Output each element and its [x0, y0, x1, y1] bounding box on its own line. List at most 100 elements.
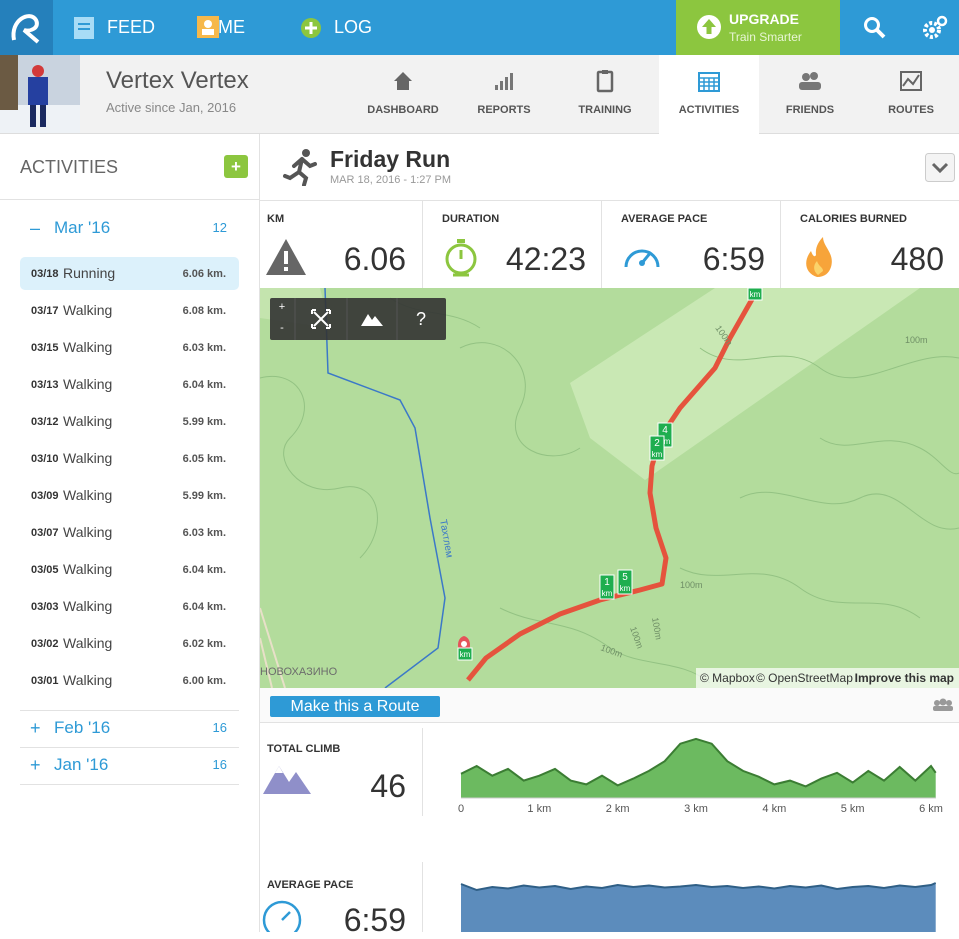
climb-label: TOTAL CLIMB — [267, 739, 340, 757]
contour-label: 100m — [650, 617, 664, 641]
activity-row[interactable]: 03/02 Walking 6.02 km. — [20, 627, 239, 660]
logo[interactable] — [0, 0, 53, 55]
improve-map-link[interactable]: Improve this map — [855, 671, 954, 685]
activity-row[interactable]: 03/17 Walking 6.08 km. — [20, 294, 239, 327]
month-label[interactable]: Mar '16 — [54, 218, 111, 237]
tab-icon — [799, 72, 821, 90]
help-button[interactable]: ? — [416, 309, 426, 329]
km-marker-unit: km — [460, 650, 471, 659]
activity-row[interactable]: 03/01 Walking 6.00 km. — [20, 664, 239, 697]
month-toggle[interactable]: + — [30, 755, 41, 775]
zoom-out[interactable]: - — [280, 322, 284, 334]
tab-label: REPORTS — [477, 104, 531, 116]
logo-icon — [11, 14, 40, 44]
activity-date: 03/03 — [31, 601, 59, 613]
km-marker-unit: km — [602, 589, 613, 598]
km-marker-unit: km — [750, 290, 761, 299]
line — [460, 882, 937, 892]
tab-label: TRAINING — [578, 104, 632, 116]
attribution[interactable]: © Mapbox — [700, 671, 755, 685]
avatar[interactable] — [0, 55, 80, 133]
activity-row[interactable]: 03/09 Walking 5.99 km. — [20, 479, 239, 512]
activity-row[interactable]: 03/07 Walking 6.03 km. — [20, 516, 239, 549]
activity-date: 03/07 — [31, 527, 59, 539]
climb-icon — [263, 766, 311, 794]
make-route-button[interactable]: Make this a Route — [270, 696, 440, 717]
activity-row[interactable]: 03/12 Walking 5.99 km. — [20, 405, 239, 438]
stat-value: 6:59 — [702, 241, 765, 277]
sidebar: ACTIVITIES + – Mar '16 12 03/18 Running 6.06 … — [0, 134, 260, 932]
settings-icon[interactable] — [920, 14, 950, 42]
activity-row[interactable]: 03/05 Walking 6.04 km. — [20, 553, 239, 586]
nav-item[interactable]: LOG — [334, 17, 373, 37]
profile-bar: Vertex Vertex Active since Jan, 2016 — [0, 55, 959, 134]
x-tick-label: 4 km — [762, 803, 786, 815]
nav-item[interactable]: FEED — [107, 17, 156, 37]
fullscreen-button[interactable] — [311, 309, 331, 329]
activity-row[interactable]: 03/10 Walking 6.05 km. — [20, 442, 239, 475]
upgrade-button[interactable]: UPGRADE Train Smarter — [676, 0, 840, 55]
profile-since: Active since Jan, 2016 — [106, 100, 237, 115]
km-marker-number: 2 — [654, 438, 660, 449]
tab[interactable]: ROUTES — [861, 55, 959, 134]
month-count: 16 — [212, 720, 227, 735]
contour-label: 100m — [680, 580, 703, 590]
activity-row[interactable]: 03/18 Running 6.06 km. — [20, 257, 239, 290]
terrain-button[interactable] — [361, 314, 383, 326]
month-toggle[interactable]: + — [30, 718, 41, 738]
route-bar: Make this a Route — [260, 688, 959, 723]
tab[interactable]: DASHBOARD — [353, 55, 453, 134]
pace-label: AVERAGE PACE — [267, 875, 353, 893]
upgrade-subtitle: Train Smarter — [729, 30, 802, 44]
stat-icon — [266, 239, 306, 275]
start-pin-dot — [461, 641, 467, 647]
activity-distance: 6.03 km. — [182, 527, 226, 539]
tab[interactable]: ACTIVITIES — [659, 55, 759, 134]
feed-icon — [74, 17, 94, 39]
search-icon[interactable] — [863, 16, 887, 40]
month-count: 12 — [212, 220, 227, 235]
month-label[interactable]: Jan '16 — [54, 755, 109, 774]
activity-type: Walking — [63, 672, 113, 688]
activity-row[interactable]: 03/13 Walking 6.04 km. — [20, 368, 239, 401]
stat: DURATION 42:23 — [422, 201, 602, 289]
stats-row: KM 6.06 DURATION 42:23 AVERAGE PACE 6:59 CALOR… — [260, 200, 959, 289]
activity-distance: 6.00 km. — [182, 675, 226, 687]
river — [324, 288, 446, 688]
tab[interactable]: FRIENDS — [760, 55, 860, 134]
tab[interactable]: TRAINING — [555, 55, 655, 134]
map-background — [260, 288, 959, 688]
divider — [0, 199, 259, 200]
pace-value: 6:59 — [343, 902, 406, 938]
activity-date: 03/13 — [31, 379, 59, 391]
activity-date: 03/15 — [31, 342, 59, 354]
upgrade-icon — [697, 15, 721, 39]
activity-distance: 6.08 km. — [182, 305, 226, 317]
x-tick-label: 2 km — [606, 803, 630, 815]
divider — [20, 747, 239, 748]
tab[interactable]: REPORTS — [454, 55, 554, 134]
attribution[interactable]: © OpenStreetMap — [756, 671, 853, 685]
road — [260, 607, 286, 688]
stat-label: KM — [267, 213, 285, 225]
km-marker-number: 5 — [622, 572, 628, 583]
nav-item[interactable]: ME — [218, 17, 245, 37]
route — [466, 292, 758, 682]
activity-distance: 5.99 km. — [182, 490, 226, 502]
month-toggle[interactable]: – — [30, 218, 41, 238]
activity-row[interactable]: 03/15 Walking 6.03 km. — [20, 331, 239, 364]
month-label[interactable]: Feb '16 — [54, 718, 111, 737]
stat-value: 6.06 — [343, 241, 406, 277]
activity-date: MAR 18, 2016 - 1:27 PM — [330, 174, 452, 186]
add-activity-button[interactable]: + — [224, 155, 248, 178]
zoom-in[interactable]: + — [279, 301, 285, 313]
dropdown-button[interactable] — [925, 153, 955, 182]
climb-label-text: TOTAL CLIMB — [267, 743, 341, 755]
tab-icon — [698, 72, 720, 92]
tab-icon — [596, 70, 614, 93]
activity-row[interactable]: 03/03 Walking 6.04 km. — [20, 590, 239, 623]
group-icon[interactable] — [932, 698, 954, 712]
stat-label: DURATION — [442, 213, 500, 225]
activity-type: Walking — [63, 524, 113, 540]
